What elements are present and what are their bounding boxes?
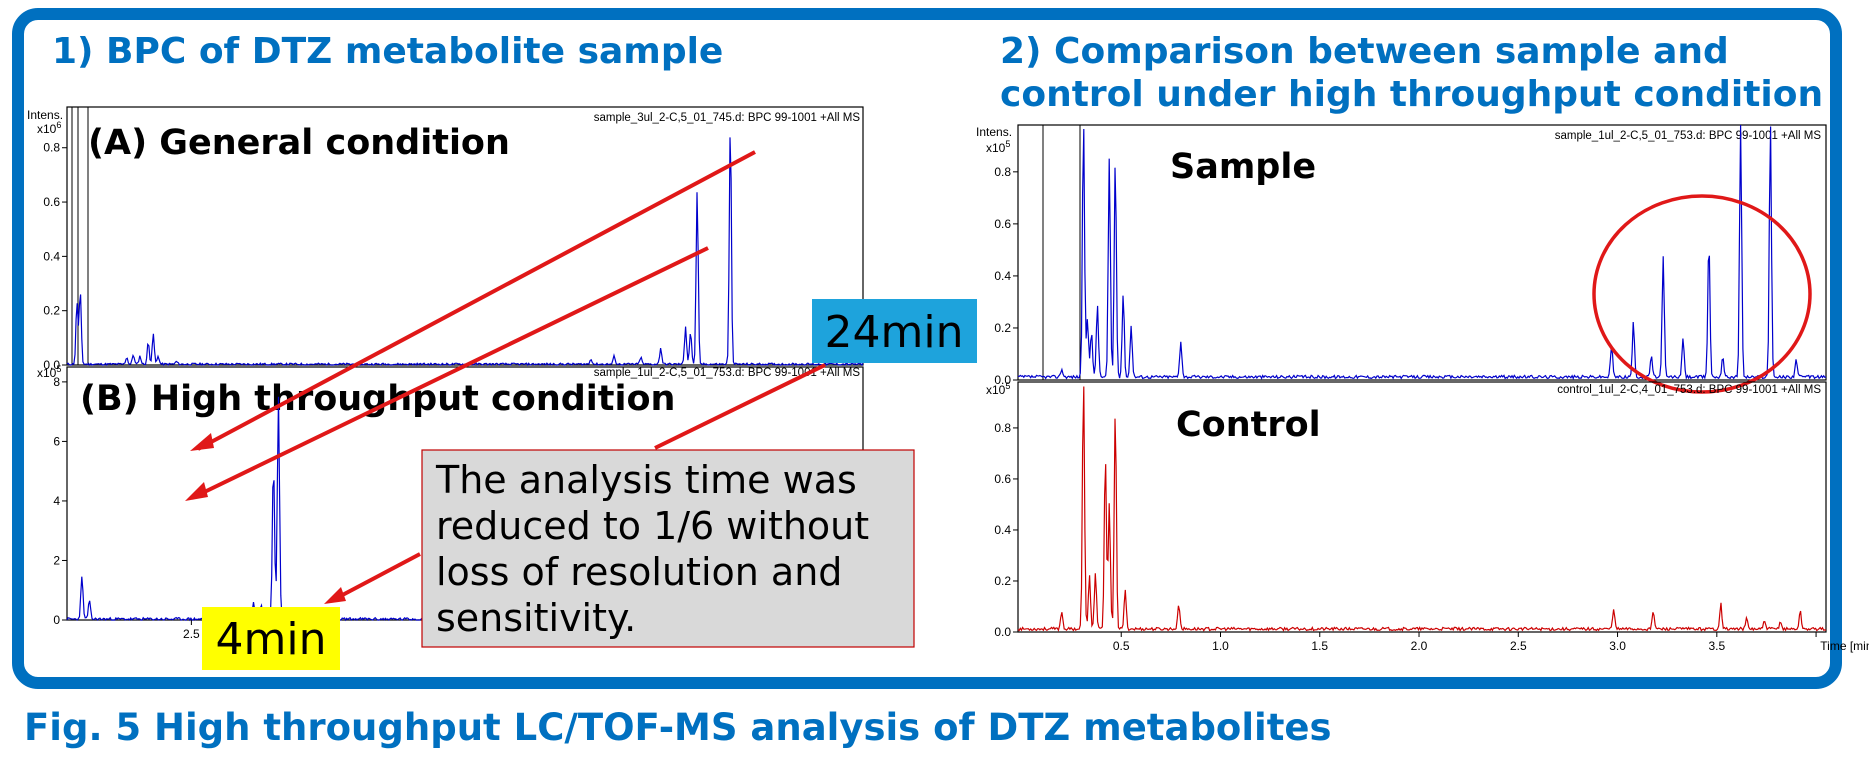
y-tick-label-a: 0.6 — [43, 195, 60, 209]
y-tick-label-b: 0 — [53, 613, 60, 627]
y-tick-label-control: 0.4 — [994, 523, 1011, 537]
callout-24min: 24min — [825, 307, 964, 358]
panel-a-title: (A) General condition — [88, 123, 510, 163]
y-tick-label-sample: 0.6 — [994, 217, 1011, 231]
figure-caption: Fig. 5 High throughput LC/TOF-MS analysi… — [24, 706, 1332, 749]
plot-frame-control — [1017, 381, 1827, 633]
panel-b-title: (B) High throughput condition — [80, 379, 675, 419]
x-tick-label: 1.5 — [1311, 639, 1328, 653]
y-tick-label-sample: 0.4 — [994, 269, 1011, 283]
note-line-4: sensitivity. — [436, 596, 636, 640]
arrowhead-2 — [185, 482, 208, 501]
panel-control-title: Control — [1176, 405, 1321, 445]
x-tick-label: 0.5 — [1113, 639, 1130, 653]
figure-frame — [12, 8, 1842, 689]
arrows — [185, 150, 826, 604]
callout-24min-box — [812, 299, 977, 363]
y-axis-label: Intens. — [27, 108, 63, 122]
y-unit-control: x105 — [986, 381, 1010, 397]
arrow-line-2 — [191, 246, 709, 500]
trace-control — [1017, 386, 1827, 632]
panel-b-header: sample_1ul_2-C,5_01_753.d: BPC 99-1001 +… — [594, 367, 861, 379]
highlight-circle — [1592, 194, 1812, 394]
x-tick-label: 3.5 — [1708, 639, 1725, 653]
panel-a: Intens. x106 sample_3ul_2-C,5_01_745.d: … — [27, 106, 864, 372]
arrow-line-1 — [197, 150, 756, 451]
y-tick-label-sample: 0.8 — [994, 165, 1011, 179]
panel-sample-header: sample_1ul_2-C,5_01_753.d: BPC 99-1001 +… — [1555, 130, 1822, 142]
y-tick-label-b: 6 — [53, 434, 60, 448]
trace-a — [66, 137, 864, 367]
y-unit-a: x106 — [37, 120, 61, 136]
note-line-1: The analysis time was — [435, 458, 857, 502]
panel-sample-title: Sample — [1170, 147, 1316, 187]
panel-control: x105 control_1ul_2-C,4_01_753.d: BPC 99-… — [986, 381, 1869, 653]
y-tick-label-b: 8 — [53, 375, 60, 389]
x-tick-label: 1.0 — [1212, 639, 1229, 653]
arrowhead-1 — [190, 433, 214, 451]
x-tick-label: 2.5 — [1510, 639, 1527, 653]
y-tick-label-control: 0.8 — [994, 421, 1011, 435]
y-tick-label-a: 0.4 — [43, 249, 60, 263]
plot-frame-sample — [1017, 124, 1827, 381]
note-line-2: reduced to 1/6 without — [436, 504, 869, 548]
y-tick-label-a: 0.8 — [43, 141, 60, 155]
y-tick-label-sample: 0.0 — [994, 373, 1011, 387]
note-box — [421, 449, 915, 648]
heading-bpc: 1) BPC of DTZ metabolite sample — [52, 31, 724, 72]
y-tick-label-control: 0.6 — [994, 472, 1011, 486]
panel-sample: Intens. x105 sample_1ul_2-C,5_01_753.d: … — [976, 124, 1827, 394]
y-tick-label-b: 4 — [53, 494, 60, 508]
panel-control-header: control_1ul_2-C,4_01_753.d: BPC 99-1001 … — [1557, 384, 1821, 396]
y-tick-label-b: 2 — [53, 553, 60, 567]
y-tick-label-control: 0.0 — [994, 625, 1011, 639]
x-axis-label: Time [min] — [1820, 639, 1869, 653]
x-tick-label: 2.0 — [1411, 639, 1428, 653]
panel-a-header: sample_3ul_2-C,5_01_745.d: BPC 99-1001 +… — [594, 112, 861, 124]
callout-4min-box — [202, 607, 340, 670]
y-unit-b: x105 — [37, 364, 61, 380]
arrowhead-4 — [324, 587, 346, 604]
arrow-line-4 — [332, 552, 421, 602]
y-tick-label-control: 0.2 — [994, 574, 1011, 588]
heading-comparison: 2) Comparison between sample and control… — [1000, 31, 1824, 115]
trace-sample — [1017, 124, 1827, 380]
note-line-3: loss of resolution and — [436, 550, 842, 594]
y-tick-label-a: 0.0 — [43, 358, 60, 372]
callout-4min: 4min — [216, 614, 327, 665]
y-unit-sample: x105 — [986, 139, 1010, 155]
y-tick-label-sample: 0.2 — [994, 321, 1011, 335]
x-tick-label: 3.0 — [1609, 639, 1626, 653]
y-tick-label-a: 0.2 — [43, 304, 60, 318]
x-tick-label: 2.5 — [183, 627, 200, 641]
y-axis-label-sample: Intens. — [976, 125, 1012, 139]
arrow-line-3 — [654, 363, 826, 450]
